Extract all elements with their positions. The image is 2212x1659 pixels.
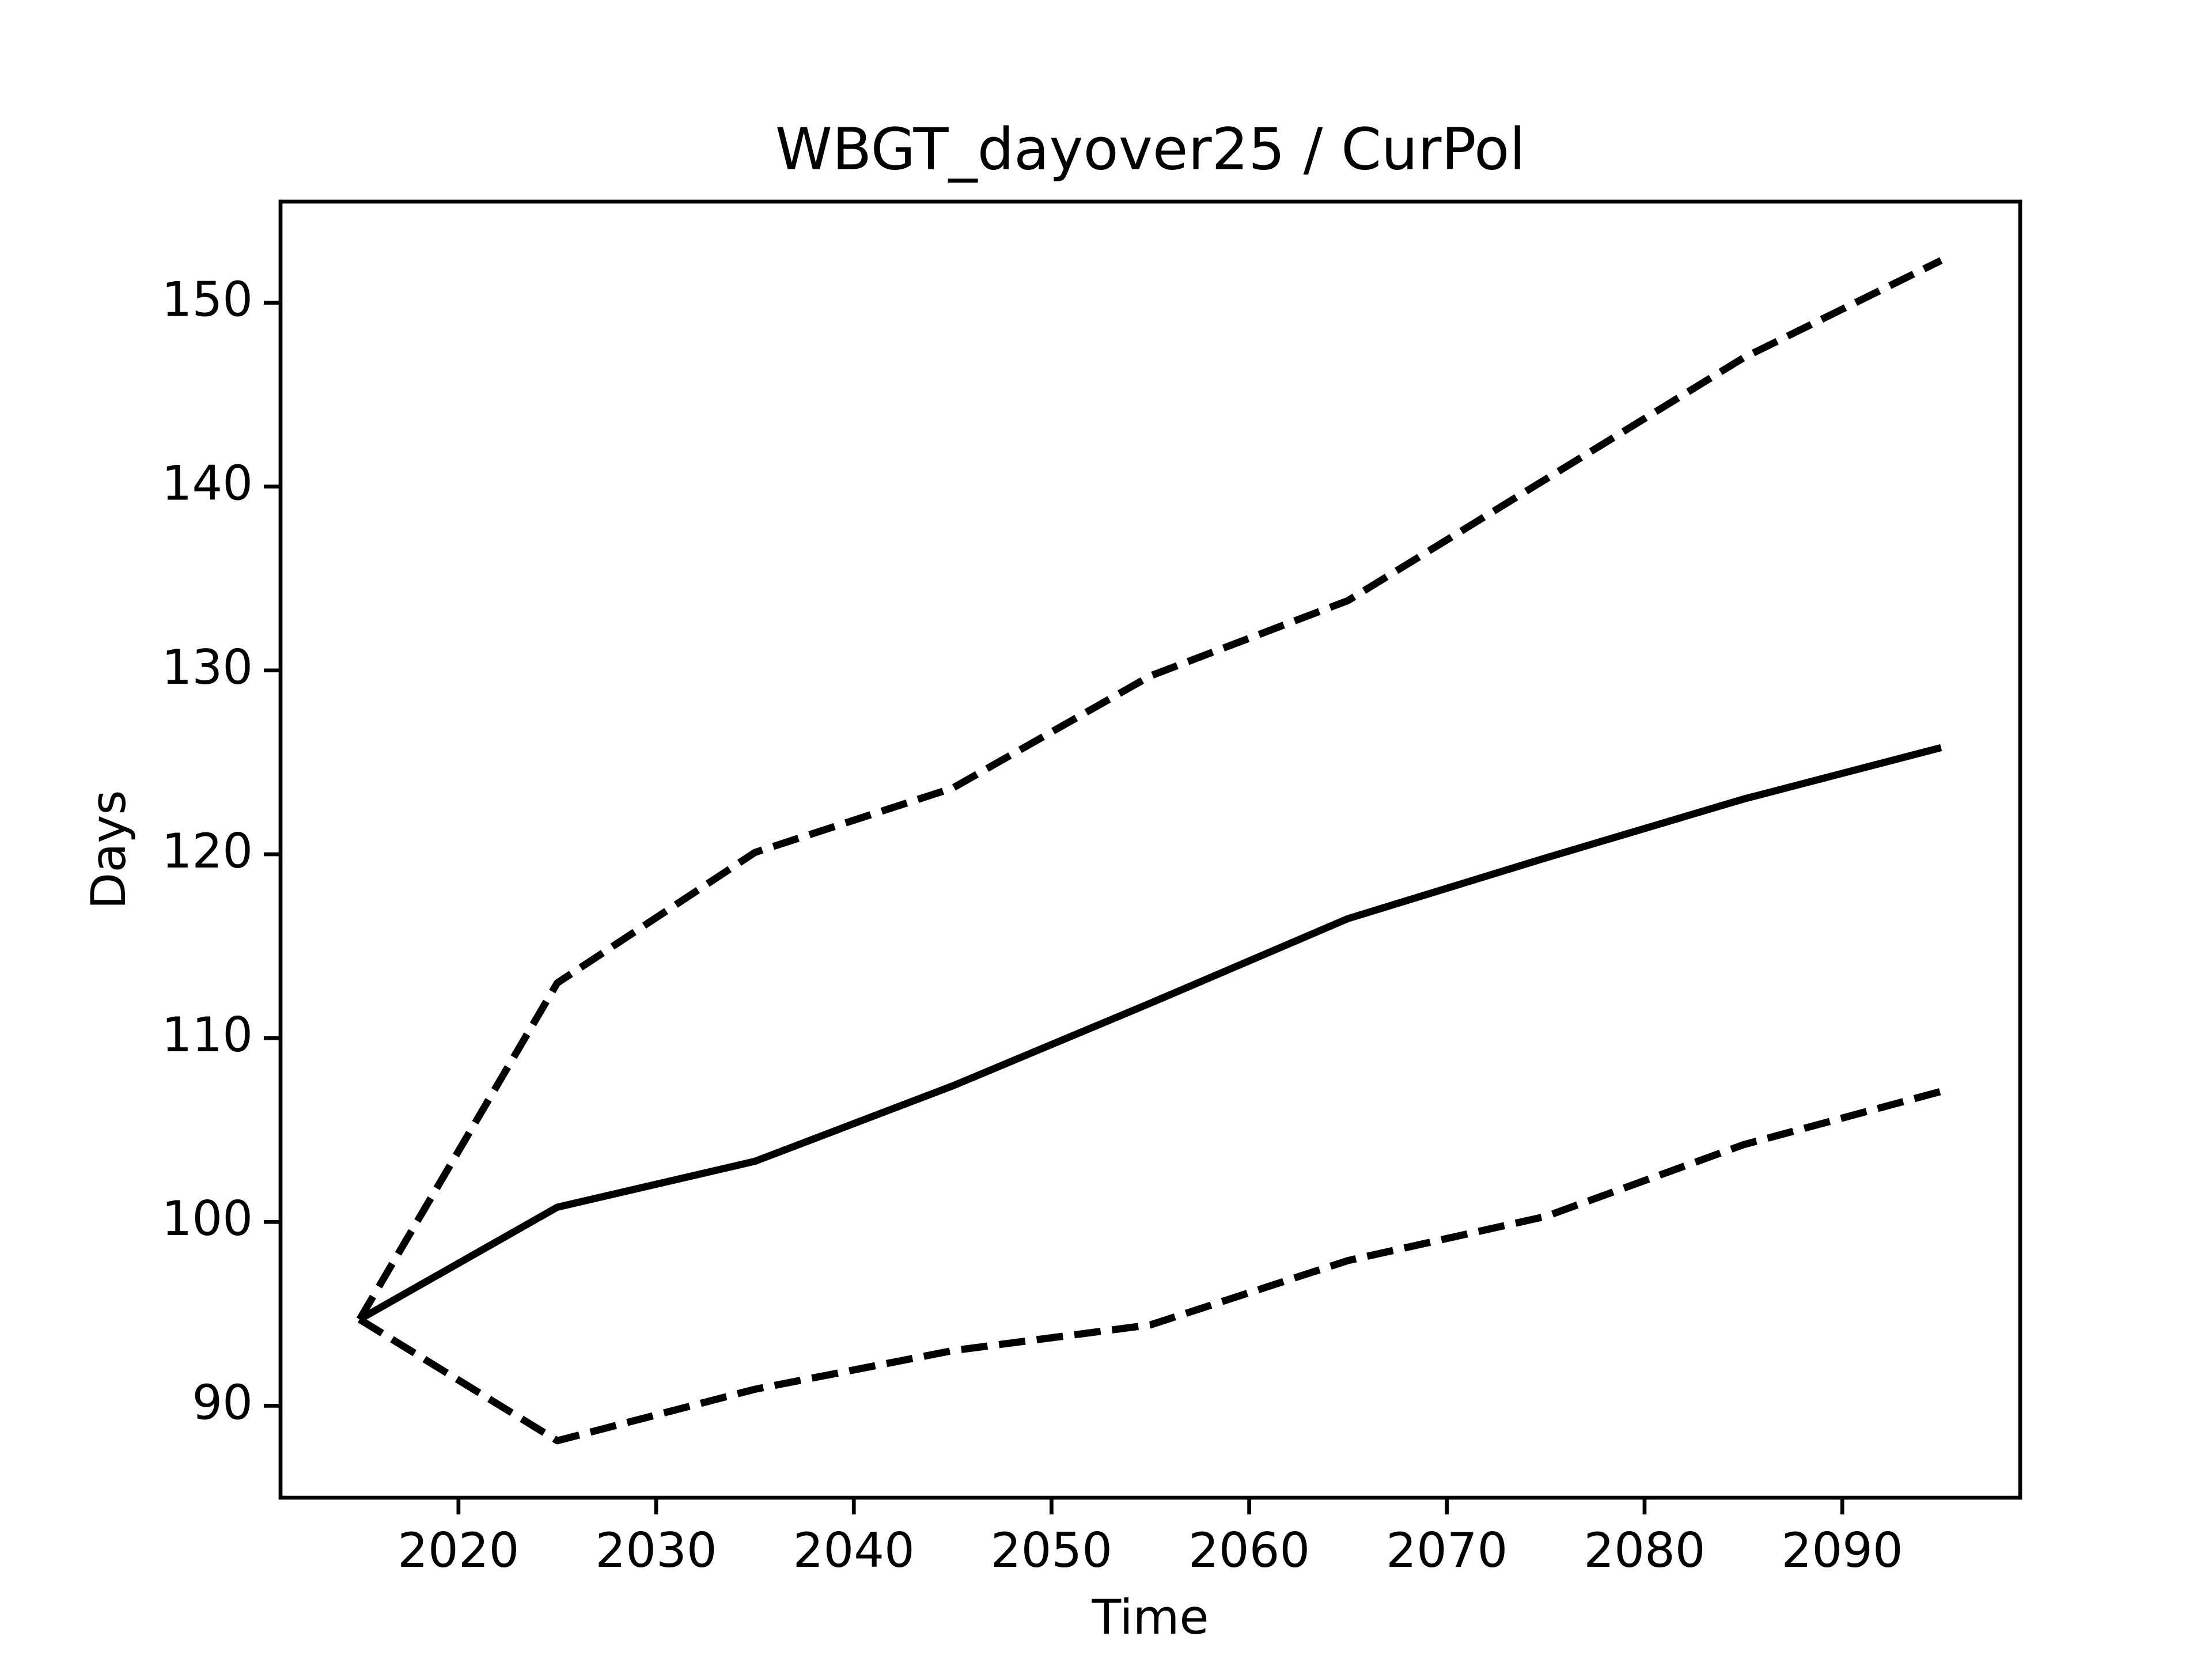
y-tick-label: 140 bbox=[162, 456, 253, 512]
y-tick-label: 120 bbox=[162, 823, 253, 879]
x-tick-label: 2090 bbox=[1782, 1522, 1903, 1578]
y-tick-label: 90 bbox=[192, 1374, 253, 1430]
dashed-line bbox=[358, 1088, 1942, 1445]
y-tick-label: 100 bbox=[162, 1191, 253, 1247]
x-tick-label: 2020 bbox=[397, 1522, 519, 1578]
x-axis-label: Time bbox=[1091, 1589, 1209, 1645]
line bbox=[358, 744, 1942, 1323]
x-tick-label: 2030 bbox=[595, 1522, 717, 1578]
x-tick-label: 2040 bbox=[793, 1522, 915, 1578]
x-tick-label: 2080 bbox=[1584, 1522, 1705, 1578]
y-axis-label: Days bbox=[81, 790, 137, 909]
y-tick-label: 130 bbox=[162, 639, 253, 695]
x-tick-label: 2070 bbox=[1386, 1522, 1508, 1578]
chart-title: WBGT_dayover25 / CurPol bbox=[775, 115, 1525, 183]
y-tick-label: 150 bbox=[162, 271, 253, 327]
x-tick-label: 2060 bbox=[1188, 1522, 1310, 1578]
axes-frame bbox=[278, 199, 2022, 1500]
x-tick-label: 2050 bbox=[991, 1522, 1112, 1578]
dashed-line bbox=[356, 257, 1943, 1321]
y-tick-label: 110 bbox=[162, 1007, 253, 1063]
